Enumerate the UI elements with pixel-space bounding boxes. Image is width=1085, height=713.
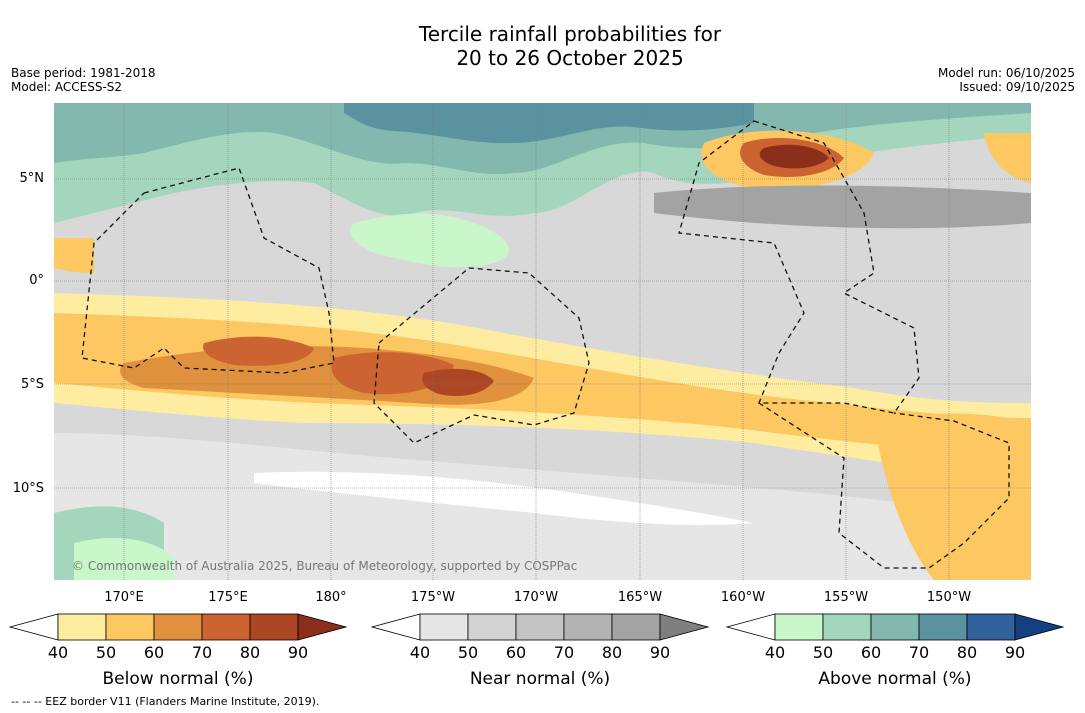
lat-label-10s: 10°S bbox=[12, 481, 44, 496]
colorbar-above-extend-low bbox=[725, 613, 776, 641]
colorbar-below-bin-3 bbox=[201, 613, 251, 641]
issued-date: Issued: 09/10/2025 bbox=[959, 80, 1075, 94]
colorbar-above-tick-60: 60 bbox=[860, 643, 882, 662]
above-normal-patch bbox=[350, 213, 509, 268]
below-normal-se bbox=[874, 413, 1031, 580]
above-normal-north-70 bbox=[344, 103, 754, 144]
colorbar-above-tick-50: 50 bbox=[812, 643, 834, 662]
colorbar-above-bin-1 bbox=[822, 613, 872, 641]
colorbar-above-tick-80: 80 bbox=[956, 643, 978, 662]
title-line-1: Tercile rainfall probabilities for bbox=[418, 22, 722, 46]
colorbar-near-tick-40: 40 bbox=[409, 643, 431, 662]
colorbar-below-bin-2 bbox=[153, 613, 203, 641]
colorbar-near-extend-high bbox=[659, 613, 710, 641]
eez-legend: -- -- -- EEZ border V11 (Flanders Marine… bbox=[11, 695, 320, 708]
colorbar-below-tick-60: 60 bbox=[143, 643, 165, 662]
colorbar-near-bin-3 bbox=[563, 613, 613, 641]
colorbar-near-tick-70: 70 bbox=[553, 643, 575, 662]
lat-label-0: 0° bbox=[29, 273, 44, 288]
base-period: Base period: 1981-2018 bbox=[11, 66, 156, 80]
eez-kiribati-line bbox=[678, 120, 920, 414]
colorbar-below-extend-low bbox=[8, 613, 59, 641]
lat-label-5s: 5°S bbox=[20, 377, 44, 392]
lon-label-175e: 175°E bbox=[208, 590, 248, 605]
colorbar-above-tick-40: 40 bbox=[764, 643, 786, 662]
colorbar-above-bin-0 bbox=[774, 613, 824, 641]
copyright-notice: © Commonwealth of Australia 2025, Bureau… bbox=[72, 559, 578, 573]
title-line-2: 20 to 26 October 2025 bbox=[456, 46, 684, 70]
lon-label-170w: 170°W bbox=[513, 590, 559, 605]
colorbar-below-bin-1 bbox=[105, 613, 155, 641]
lon-label-170e: 170°E bbox=[104, 590, 144, 605]
meta-left: Base period: 1981-2018 Model: ACCESS-S2 bbox=[11, 66, 156, 94]
colorbar-near-bin-4 bbox=[611, 613, 661, 641]
colorbar-below-bin-0 bbox=[57, 613, 107, 641]
lon-label-175w: 175°W bbox=[410, 590, 456, 605]
colorbar-title-near: Near normal (%) bbox=[469, 669, 611, 689]
lon-label-180: 180° bbox=[315, 590, 347, 605]
meta-right: Model run: 06/10/2025 Issued: 09/10/2025 bbox=[938, 66, 1075, 94]
colorbar-above-bin-2 bbox=[870, 613, 920, 641]
colorbar-near-tick-50: 50 bbox=[457, 643, 479, 662]
colorbar-near-tick-90: 90 bbox=[649, 643, 671, 662]
colorbar-above-bin-4 bbox=[966, 613, 1016, 641]
below-normal-ne-90 bbox=[759, 144, 829, 169]
colorbar-below-bin-4 bbox=[249, 613, 299, 641]
colorbar-title-above: Above normal (%) bbox=[818, 669, 972, 689]
graticule bbox=[54, 103, 1031, 580]
model-run: Model run: 06/10/2025 bbox=[937, 66, 1075, 80]
colorbar-title-below: Below normal (%) bbox=[102, 669, 254, 689]
map-panel bbox=[54, 103, 1031, 580]
below-normal-band-80a bbox=[203, 336, 314, 366]
colorbar-above-extend-high bbox=[1014, 613, 1065, 641]
colorbar-above-tick-90: 90 bbox=[1004, 643, 1026, 662]
colorbar-near-tick-80: 80 bbox=[601, 643, 623, 662]
eez-tokelau bbox=[373, 267, 590, 444]
colorbar-near-bin-1 bbox=[467, 613, 517, 641]
colorbar-below-tick-50: 50 bbox=[95, 643, 117, 662]
map-title: Tercile rainfall probabilities for 20 to… bbox=[0, 22, 1085, 70]
colorbar-below-tick-90: 90 bbox=[287, 643, 309, 662]
colorbars bbox=[8, 613, 1065, 641]
colorbar-near-extend-low bbox=[370, 613, 421, 641]
rainfall-map bbox=[54, 103, 1031, 580]
colorbar-near-bin-0 bbox=[419, 613, 469, 641]
colorbar-below-tick-70: 70 bbox=[191, 643, 213, 662]
lon-label-165w: 165°W bbox=[617, 590, 663, 605]
colorbar-above-bin-3 bbox=[918, 613, 968, 641]
colorbar-near-bin-2 bbox=[515, 613, 565, 641]
south-white-area bbox=[254, 471, 754, 525]
below-normal-ne-edge bbox=[984, 133, 1031, 183]
colorbar-below-extend-high bbox=[297, 613, 348, 641]
below-normal-west-edge bbox=[54, 238, 94, 273]
eez-cook-islands bbox=[758, 402, 1010, 569]
eez-tuvalu bbox=[81, 167, 335, 374]
below-normal-band-90 bbox=[422, 368, 494, 397]
lon-label-160w: 160°W bbox=[720, 590, 766, 605]
model-name: Model: ACCESS-S2 bbox=[11, 80, 123, 94]
colorbar-above-tick-70: 70 bbox=[908, 643, 930, 662]
lon-label-150w: 150°W bbox=[926, 590, 972, 605]
colorbar-below-tick-40: 40 bbox=[47, 643, 69, 662]
colorbar-below-tick-80: 80 bbox=[239, 643, 261, 662]
near-normal-band-80 bbox=[654, 185, 1031, 229]
eez-borders bbox=[81, 120, 1010, 569]
lat-label-5n: 5°N bbox=[19, 171, 45, 186]
lon-label-155w: 155°W bbox=[823, 590, 869, 605]
colorbar-near-tick-60: 60 bbox=[505, 643, 527, 662]
